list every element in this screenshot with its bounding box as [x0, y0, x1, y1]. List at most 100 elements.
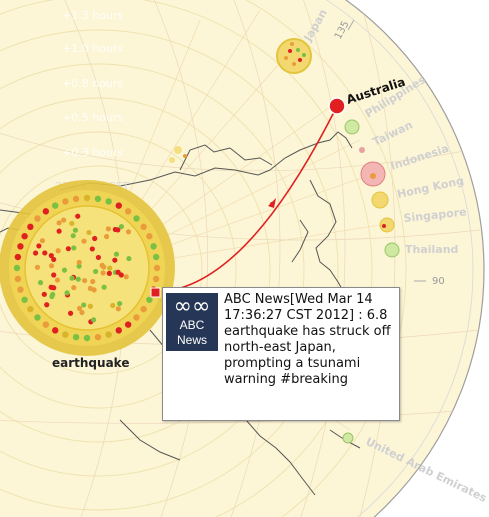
cluster-dot [146, 233, 153, 240]
cluster-dot [91, 287, 97, 293]
cluster-dot [76, 263, 82, 269]
cluster-dot [113, 251, 120, 257]
cluster-dot [42, 321, 50, 328]
cluster-dot [72, 195, 80, 203]
cluster-dot [87, 303, 93, 309]
cluster-dot [124, 321, 132, 328]
time-ring-label: +1.3 hours [62, 9, 123, 22]
cluster-dot [71, 245, 77, 251]
cluster-dot [101, 284, 107, 290]
cluster-dot [105, 331, 112, 338]
cluster-dot [115, 202, 122, 209]
cluster-dot [54, 277, 61, 283]
cluster-dot [39, 238, 46, 244]
cluster-dot [34, 264, 41, 270]
cluster-dot [70, 233, 76, 239]
cluster-dots [13, 194, 161, 342]
cluster-dot [51, 272, 57, 278]
cluster-dot [69, 275, 75, 281]
cluster-dot [67, 310, 74, 316]
time-ring-label: +1.0 hours [62, 42, 123, 55]
cluster-dot [36, 243, 42, 249]
cluster-dot [44, 302, 50, 308]
cluster-dot [34, 314, 41, 321]
cluster-dot [61, 217, 67, 223]
taiwan-marker[interactable] [359, 147, 365, 153]
cluster-dot [123, 274, 129, 280]
logo-line-1: ABC [179, 318, 205, 332]
cluster-dot [94, 333, 102, 341]
cluster-dot [89, 246, 95, 252]
cluster-dot [95, 254, 102, 261]
cluster-dot [92, 235, 98, 242]
cluster-dot [86, 229, 92, 236]
earthquake-cluster[interactable] [0, 180, 175, 356]
japan-cluster[interactable] [276, 38, 312, 74]
cluster-dot [34, 215, 41, 222]
australia-marker[interactable] [328, 97, 346, 115]
cluster-dot [105, 198, 112, 205]
abc-logo-icon: ∞∞ [173, 294, 211, 319]
cluster-dot [21, 296, 28, 303]
cluster-dot [106, 270, 112, 276]
time-ring-label: +0.5 hours [62, 111, 123, 124]
philippines-marker[interactable] [344, 119, 360, 135]
cluster-dot [37, 280, 44, 286]
cluster-dot [76, 305, 83, 311]
country-label-thailand: Thailand [405, 243, 458, 256]
cluster-dot [55, 248, 61, 254]
cluster-dot [82, 277, 88, 284]
cluster-dot [100, 270, 106, 276]
thailand-marker[interactable] [384, 242, 400, 258]
time-ring-label: +0.3 hours [62, 146, 123, 159]
cluster-dot [17, 286, 24, 293]
cluster-dot [107, 265, 113, 271]
cluster-dot [117, 300, 123, 307]
connection-arrow [268, 198, 276, 208]
singapore-marker[interactable] [379, 217, 395, 233]
cluster-dot [94, 195, 102, 203]
cluster-dot [105, 226, 111, 232]
cluster-dot [42, 250, 48, 256]
cluster-dot [50, 291, 56, 298]
cluster-dot [64, 290, 70, 296]
cluster-dot [90, 278, 96, 285]
cluster-dot [112, 257, 118, 263]
cluster-dot [118, 272, 124, 278]
cluster-dot [75, 276, 81, 282]
cluster-dot [52, 202, 59, 209]
cluster-dot [146, 296, 153, 303]
hong-kong-marker[interactable] [371, 191, 389, 209]
cluster-dot [115, 327, 122, 334]
cluster-dot [153, 264, 161, 272]
cluster-dot [56, 228, 62, 234]
cluster-dot [76, 259, 82, 265]
cluster-dot [72, 333, 80, 341]
cluster-dot [13, 264, 21, 272]
cluster-dot [83, 334, 91, 342]
cluster-dot [79, 309, 85, 316]
cluster-dot [140, 223, 147, 231]
cluster-dot [62, 331, 69, 338]
cluster-dot [72, 227, 79, 233]
time-ring-label: +0.8 hours [62, 77, 123, 90]
cluster-dot [21, 233, 28, 240]
cluster-dot [93, 268, 99, 275]
cluster-dot [17, 243, 24, 250]
cluster-dot [118, 223, 125, 230]
cluster-dot [42, 208, 50, 215]
news-tooltip[interactable]: ∞∞ ABC News ABC News[Wed Mar 14 17:36:27… [162, 287, 400, 421]
cluster-dot [133, 215, 140, 222]
longitude-tick-90: 90 [432, 276, 445, 287]
cluster-dot [27, 223, 34, 231]
cluster-dot [81, 238, 87, 244]
cluster-dot [48, 263, 55, 269]
cluster-dot [140, 305, 147, 313]
cluster-dot [41, 291, 47, 297]
cluster-dot [152, 253, 160, 261]
cluster-dot [150, 243, 157, 250]
cluster-dot [62, 198, 69, 205]
cluster-dot [126, 255, 132, 262]
